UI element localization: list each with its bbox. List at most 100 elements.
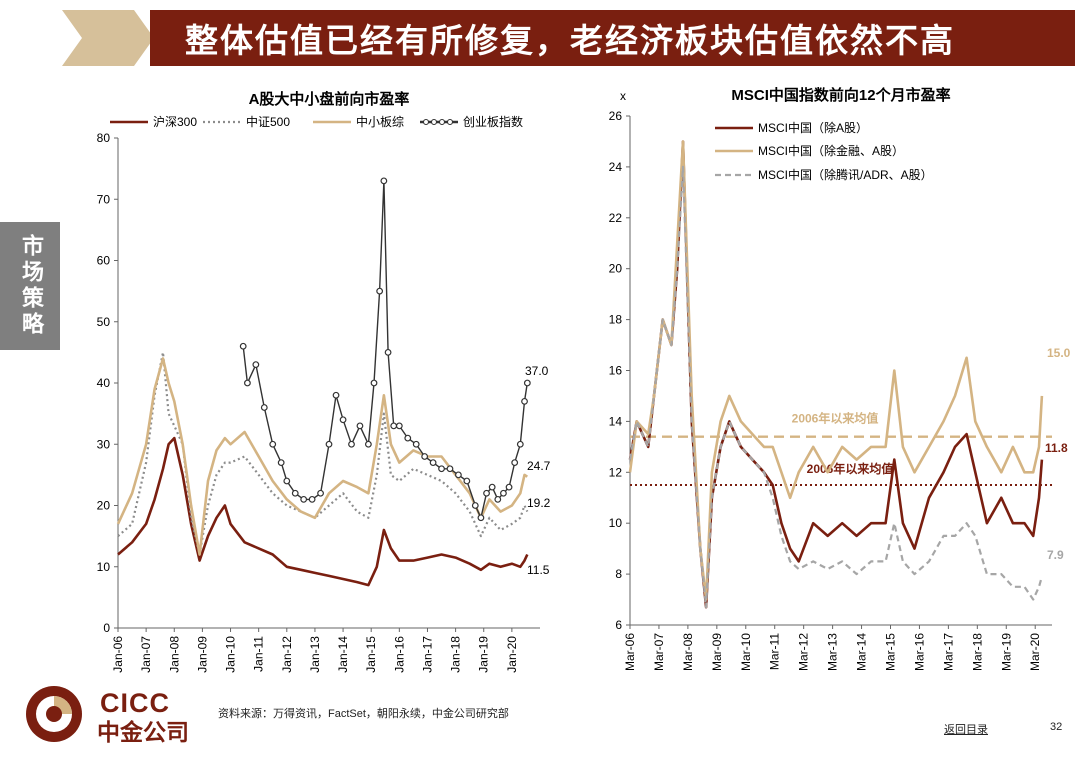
right-y-tick-label: 26	[609, 109, 623, 123]
source-note: 资料来源：万得资讯，FactSet，朝阳永续，中金公司研究部	[218, 708, 509, 720]
right-series-line-2	[628, 165, 1043, 609]
left-series-line-0	[117, 436, 529, 587]
left-series-point	[339, 416, 347, 424]
left-y-tick-label: 50	[97, 315, 111, 329]
right-x-tick-label: Mar-16	[912, 633, 926, 671]
left-series-point	[446, 465, 454, 473]
left-series-point	[412, 440, 420, 448]
left-y-tick-label: 0	[103, 621, 110, 635]
left-series-point	[332, 391, 340, 399]
right-y-tick-label: 10	[609, 516, 623, 530]
right-reference-label: 2006年以来均值	[792, 411, 879, 426]
right-x-tick-label: Mar-08	[681, 633, 695, 671]
right-reference-label: 2006年以来均值	[807, 461, 894, 476]
left-legend-label: 中证500	[246, 114, 290, 129]
left-y-tick-label: 20	[97, 499, 111, 513]
right-x-tick-label: Mar-15	[883, 633, 897, 671]
left-legend-label: 创业板指数	[463, 114, 523, 129]
left-series-point	[494, 495, 502, 503]
right-legend-label: MSCI中国（除金融、A股）	[758, 143, 904, 158]
left-x-tick-label: Jan-09	[195, 636, 209, 673]
side-tab-market-strategy[interactable]: 市场策略	[0, 222, 60, 350]
left-series-point	[477, 514, 485, 522]
left-series-point	[516, 440, 524, 448]
left-series-point	[384, 348, 392, 356]
right-y-tick-label: 8	[615, 567, 622, 581]
left-series-point	[300, 495, 308, 503]
left-series-point	[269, 440, 277, 448]
right-x-tick-label: Mar-18	[970, 633, 984, 671]
title-arrow-icon	[62, 10, 154, 66]
left-x-tick-label: Jan-16	[392, 636, 406, 673]
right-y-tick-label: 6	[615, 618, 622, 632]
logo-text-cn: 中金公司	[97, 719, 189, 745]
left-legend-marker	[446, 118, 454, 126]
left-series-point	[463, 477, 471, 485]
cicc-logo-icon	[26, 686, 82, 742]
left-x-tick-label: Jan-13	[308, 636, 322, 673]
left-series-point	[260, 404, 268, 411]
left-x-tick-label: Jan-08	[167, 636, 181, 673]
left-y-tick-label: 60	[97, 254, 111, 268]
left-series-point	[277, 459, 285, 467]
right-x-tick-label: Mar-11	[768, 633, 782, 670]
right-legend-label: MSCI中国（除A股）	[758, 120, 868, 135]
right-y-tick-label: 24	[609, 160, 623, 174]
left-series-point	[488, 483, 496, 491]
left-series-point	[483, 489, 490, 497]
right-data-label: 7.9	[1047, 548, 1064, 562]
left-legend-marker	[430, 118, 438, 126]
left-series-point	[421, 453, 429, 460]
right-y-axis-label: x	[620, 89, 626, 103]
right-x-tick-label: Mar-20	[1028, 633, 1042, 671]
left-chart-title: A股大中小盘前向市盈率	[249, 90, 410, 108]
left-x-tick-label: Jan-07	[139, 636, 153, 673]
right-y-tick-label: 22	[609, 211, 623, 225]
left-series-point	[395, 422, 403, 430]
right-legend-label: MSCI中国（除腾讯/ADR、A股）	[758, 167, 933, 182]
right-x-tick-label: Mar-17	[941, 633, 955, 671]
right-y-tick-label: 18	[609, 313, 623, 327]
right-x-tick-label: Mar-13	[826, 633, 840, 671]
left-series-point	[521, 397, 528, 405]
right-y-tick-label: 16	[609, 364, 623, 378]
left-series-line-3	[242, 180, 528, 519]
page-number: 32	[1050, 721, 1063, 733]
right-chart-title: MSCI中国指数前向12个月市盈率	[731, 86, 950, 104]
left-series-point	[317, 489, 324, 497]
left-legend-label: 中小板综	[356, 114, 404, 129]
left-series-point	[429, 459, 437, 467]
chart-msci-china-pe: MSCI中国指数前向12个月市盈率 x 6 8 10 12 14 16 18 20 22 24 26 Ma…	[609, 86, 1071, 671]
left-series-point	[376, 287, 384, 295]
left-legend-marker	[422, 118, 430, 126]
right-y-tick-label: 20	[609, 262, 623, 276]
left-x-tick-label: Jan-14	[336, 636, 350, 673]
left-x-tick-label: Jan-17	[420, 636, 434, 673]
left-series-line-1	[117, 351, 529, 556]
left-x-tick-label: Jan-15	[364, 636, 378, 673]
left-series-point	[325, 440, 333, 448]
left-y-tick-label: 40	[97, 376, 111, 390]
back-to-contents-link[interactable]: 返回目录	[944, 724, 988, 736]
left-x-tick-label: Jan-20	[505, 636, 519, 673]
left-x-tick-label: Jan-10	[224, 636, 238, 673]
left-series-point	[370, 379, 378, 387]
left-y-tick-label: 80	[97, 131, 111, 145]
right-data-label: 15.0	[1047, 346, 1071, 360]
right-y-tick-label: 12	[609, 465, 623, 479]
left-series-point	[500, 489, 507, 497]
left-series-point	[252, 361, 260, 369]
right-y-tick-label: 14	[609, 414, 623, 428]
left-y-tick-label: 10	[97, 560, 111, 574]
left-series-point	[380, 177, 388, 185]
left-y-tick-label: 70	[97, 192, 111, 206]
page-title: 整体估值已经有所修复，老经济板块估值依然不高	[185, 21, 955, 60]
left-series-point	[471, 502, 479, 509]
left-series-point	[356, 422, 364, 430]
right-x-tick-label: Mar-14	[855, 633, 869, 671]
left-x-tick-label: Jan-11	[252, 636, 266, 672]
left-x-tick-label: Jan-19	[477, 636, 491, 673]
left-series-point	[523, 379, 531, 387]
left-series-point	[348, 440, 355, 448]
left-series-point	[283, 477, 291, 485]
